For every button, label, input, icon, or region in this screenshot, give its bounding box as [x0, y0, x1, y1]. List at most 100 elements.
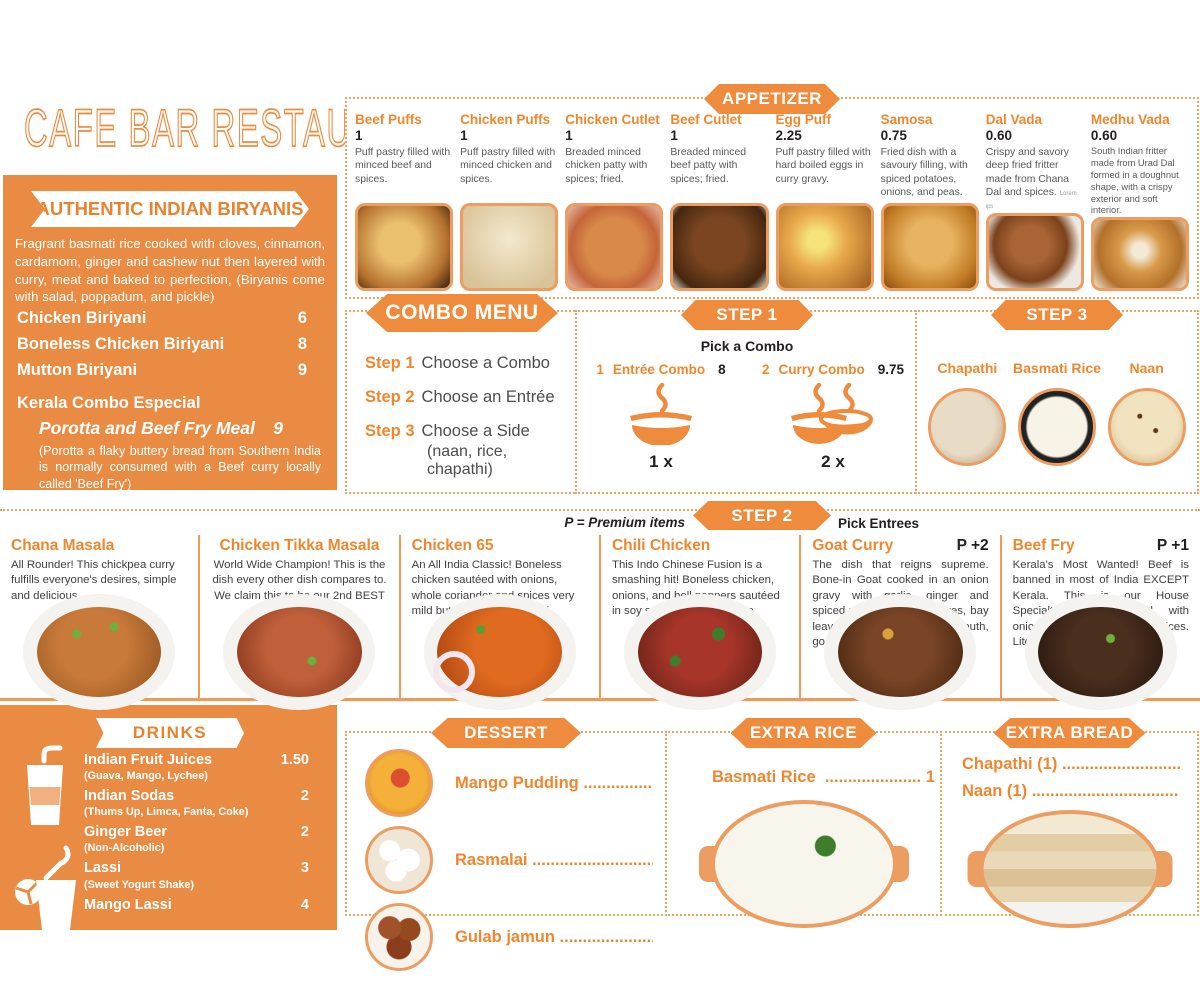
extra-bread-banner: EXTRA BREAD — [993, 718, 1146, 748]
entree-item: Chana Masala All Rounder! This chickpea … — [0, 535, 198, 710]
item-price: 9 — [297, 361, 307, 379]
dal-vada-photo — [985, 212, 1084, 291]
entrees-bottom-rule — [0, 698, 1200, 701]
item-name: Chicken Puffs — [460, 112, 551, 127]
extra-bread-list: Chapathi (1) ...........................… — [962, 755, 1181, 809]
appetizer-item: Chicken Cutlet 1 Breaded minced chicken … — [565, 112, 664, 291]
step-label: Step 3 — [365, 422, 415, 440]
combo-menu-section: COMBO MENU Step 1 Choose a Combo Step 2 Ch… — [345, 294, 579, 494]
item-price: 1 — [925, 768, 935, 786]
leader-dots: ................................ — [1031, 782, 1179, 800]
extra-bread-banner-label: EXTRA BREAD — [1005, 723, 1134, 742]
appetizer-item: Beef Cutlet 1 Breaded minced beef patty … — [670, 112, 769, 291]
item-description: Puff pastry filled with hard boiled eggs… — [775, 147, 871, 185]
item-description: Breaded minced chicken patty with spices… — [565, 147, 648, 185]
drink-item: Indian Sodas 2 — [84, 787, 309, 805]
item-name: Mango Lassi — [84, 896, 172, 913]
chicken-cutlet-photo — [565, 203, 664, 291]
drink-item: Ginger Beer 2 — [84, 823, 309, 841]
item-name: Beef Puffs — [355, 112, 422, 127]
entree-name: Chicken 65 — [411, 537, 494, 554]
single-bowl-icon — [630, 382, 692, 446]
item-description: Fried dish with a savoury filling, with … — [880, 147, 968, 198]
appetizer-section: APPETIZER Beef Puffs 1 Puff pastry fille… — [345, 84, 1199, 299]
chapathi-stack-photo — [967, 810, 1172, 928]
appetizer-row: Beef Puffs 1 Puff pastry filled with min… — [355, 112, 1189, 291]
extra-rice-section: EXTRA RICE Basmati Rice ................… — [665, 718, 942, 928]
leader-dots: ........................ — [559, 927, 653, 946]
samosa-photo — [880, 203, 979, 291]
biryani-banner-label: AUTHENTIC INDIAN BIRYANIS — [36, 198, 304, 219]
item-price: 0.60 — [1090, 127, 1118, 143]
item-name: Ginger Beer — [84, 824, 167, 841]
side-option: Naan — [1107, 360, 1186, 466]
item-price: 2.25 — [775, 127, 802, 143]
item-price: 9 — [273, 418, 283, 438]
drink-item: Mango Lassi 4 — [84, 896, 309, 914]
combo-options: 1 Entrée Combo 8 1 x 2 Curry Combo 9.75 — [587, 362, 907, 472]
leader-dots: ..................... — [824, 768, 922, 786]
item-subtext: (Sweet Yogurt Shake) — [84, 878, 194, 891]
kerala-combo-note: (Porotta a flaky buttery bread from Sout… — [39, 444, 321, 491]
side-name: Naan — [1129, 360, 1164, 376]
chicken-65-photo — [423, 594, 576, 710]
drinks-banner-label: DRINKS — [132, 723, 208, 742]
step2-banner-label: STEP 2 — [731, 505, 793, 525]
combo-step: Step 3 Choose a Side — [365, 422, 571, 441]
item-price: 2 — [300, 824, 309, 841]
entree-item: Chili Chicken This Indo Chinese Fusion i… — [598, 535, 799, 710]
option-name: Curry Combo — [778, 362, 865, 377]
dessert-item: Mango Pudding ..................... 1 — [365, 749, 653, 817]
appetizer-item: Dal Vada 0.60 Crispy and savory deep fri… — [985, 112, 1084, 291]
item-price: 0.60 — [985, 127, 1013, 143]
item-name: Naan (1) — [962, 782, 1028, 800]
kerala-combo-item: Porotta and Beef Fry Meal 9 — [39, 418, 283, 439]
drink-item: Lassi 3 — [84, 859, 309, 877]
item-subtext: (Thums Up, Limca, Fanta, Coke) — [84, 806, 249, 819]
leader-dots: ..................... — [583, 773, 653, 792]
side-name: Basmati Rice — [1013, 360, 1101, 376]
chili-chicken-photo — [624, 594, 777, 710]
item-description: Puff pastry filled with minced chicken a… — [460, 147, 556, 185]
dessert-list: Mango Pudding ..................... 1 Ra… — [365, 749, 653, 980]
combo-step: Step 1 Choose a Combo — [365, 354, 571, 373]
step-text: Choose an Entrée — [421, 388, 555, 406]
item-name: Indian Sodas — [84, 788, 175, 805]
dessert-item: Rasmalai ...............................… — [365, 826, 653, 894]
double-bowl-icon — [791, 382, 873, 444]
item-name: Mango Pudding — [455, 773, 579, 792]
entrees-row: Chana Masala All Rounder! This chickpea … — [0, 535, 1200, 710]
dessert-banner: DESSERT — [431, 718, 581, 748]
menu-item: Chicken Biriyani 6 — [17, 309, 307, 328]
extra-bread-item: Naan (1) ...............................… — [962, 782, 1181, 801]
item-price: 1 — [565, 127, 573, 143]
beef-fry-photo — [1024, 594, 1177, 710]
item-name: Chapathi (1) — [962, 755, 1058, 773]
drink-item: Indian Fruit Juices 1.50 — [84, 751, 309, 769]
biryani-description: Fragrant basmati rice cooked with cloves… — [15, 236, 325, 305]
step1-banner: STEP 1 — [681, 300, 813, 330]
rasmalai-photo — [365, 826, 433, 894]
entree-name: Beef Fry — [1012, 537, 1075, 554]
step1-section: STEP 1 Pick a Combo 1 Entrée Combo 8 1 x… — [575, 300, 919, 494]
dessert-item: Gulab jamun ........................ 1 — [365, 903, 653, 971]
item-description: Puff pastry filled with minced beef and … — [355, 147, 451, 185]
appetizer-item: Beef Puffs 1 Puff pastry filled with min… — [355, 112, 454, 291]
item-description: Crispy and savory deep fried fritter mad… — [985, 147, 1077, 211]
option-number: 1 — [596, 362, 604, 377]
drink-icons — [14, 745, 84, 937]
item-name: Indian Fruit Juices — [84, 752, 213, 768]
entree-name: Goat Curry — [812, 537, 894, 554]
step-label: Step 1 — [365, 354, 415, 372]
pick-entrees-label: Pick Entrees — [838, 516, 920, 531]
item-name: Porotta and Beef Fry Meal — [39, 418, 255, 438]
item-price: 2 — [300, 788, 309, 805]
item-price: 0.75 — [880, 127, 907, 143]
menu-item: Boneless Chicken Biriyani 8 — [17, 335, 307, 354]
chicken-tikka-masala-photo — [223, 594, 376, 710]
naan-photo — [1107, 388, 1186, 466]
item-name: Boneless Chicken Biriyani — [17, 335, 225, 353]
item-name: Chicken Cutlet — [565, 112, 660, 127]
item-name: Basmati Rice — [712, 768, 816, 786]
premium-badge: P +2 — [956, 537, 989, 554]
